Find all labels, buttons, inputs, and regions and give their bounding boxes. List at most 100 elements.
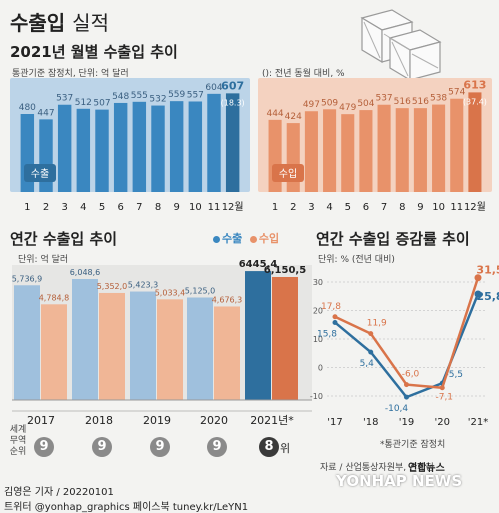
growth-xtick: '21* — [468, 417, 488, 428]
import-monthly-value: 479 — [339, 103, 356, 113]
import-monthly-bar — [304, 111, 318, 192]
export-monthly-tag-label: 수출 — [31, 168, 49, 180]
export-monthly-tick: 4 — [80, 202, 86, 213]
import-monthly-tick: 3 — [308, 202, 314, 213]
export-monthly-value: 537 — [56, 94, 73, 104]
import-monthly-tick: 9 — [417, 202, 423, 213]
rank-circle: 9 — [34, 437, 54, 457]
import-monthly-bar — [323, 109, 337, 192]
world-trade-rank-label: 세계 무역 순위 — [9, 425, 27, 457]
import-monthly-tick: 6 — [363, 202, 369, 213]
import-monthly-tick: 11 — [450, 202, 463, 213]
export-monthly-bar — [207, 93, 221, 192]
growth-point-import — [439, 385, 445, 391]
monthly-chart-title: 2021년 월별 수출입 추이 — [10, 43, 178, 61]
export-monthly-yoy: (18.3) — [221, 98, 245, 107]
annual-bar-import — [214, 306, 240, 400]
export-monthly-value: 507 — [93, 99, 110, 109]
export-monthly-bar — [57, 104, 72, 192]
export-monthly-value: 447 — [37, 108, 54, 118]
growth-value-label: 15,8 — [317, 329, 337, 339]
export-monthly-bar — [151, 105, 165, 192]
title-light: 실적 — [72, 11, 109, 35]
export-monthly-tick: 3 — [61, 202, 67, 213]
growth-value-label: 31,5 — [476, 264, 499, 277]
annual-bar-export — [245, 271, 271, 400]
annual-bar-export — [130, 291, 156, 400]
import-monthly-value: 497 — [303, 100, 320, 110]
growth-point-import — [404, 382, 409, 388]
import-monthly-tick: 10 — [432, 202, 445, 213]
export-monthly-bar — [132, 101, 147, 192]
import-monthly-tick: 12월 — [464, 201, 486, 213]
growth-ytick: 10 — [313, 335, 323, 344]
rank-suffix: 위 — [280, 442, 291, 455]
annual-value-label: 4,784,8 — [39, 293, 70, 302]
import-monthly-bar — [468, 92, 482, 192]
export-monthly-value: 557 — [187, 90, 204, 100]
export-monthly-value: 559 — [168, 90, 185, 100]
annual-year-tick: 2021년* — [250, 414, 294, 427]
annual-bar-import — [272, 276, 298, 400]
import-monthly-value: 538 — [430, 94, 447, 104]
growth-point-export — [474, 290, 482, 298]
import-monthly-value: 516 — [394, 97, 411, 107]
annual-bar-export — [72, 279, 98, 400]
byline: 김영은 기자 / 20220101 — [4, 487, 114, 498]
import-monthly-value: 444 — [266, 109, 283, 119]
import-monthly-value: 509 — [321, 98, 338, 108]
legend-export-dot — [213, 235, 220, 243]
social-links: 트위터 @yonhap_graphics 페이스북 tuney.kr/LeYN1 — [4, 502, 249, 513]
annual-value-label: 5,352,0 — [97, 282, 128, 291]
growth-value-label: -5,5 — [445, 370, 463, 380]
export-monthly-tick: 10 — [189, 202, 202, 213]
export-monthly-tick: 1 — [24, 202, 30, 213]
annual-value-label: 5,033,4 — [155, 288, 186, 297]
growth-unit-note: 단위: % (전년 대비) — [318, 255, 395, 265]
growth-ytick: 20 — [313, 307, 323, 316]
annual-value-label: 4,676,3 — [212, 295, 243, 304]
title-bold: 수출입 — [10, 11, 66, 35]
growth-value-label: -7,1 — [435, 393, 453, 403]
annual-year-tick: 2018 — [85, 414, 113, 427]
growth-xtick: '19 — [399, 417, 414, 428]
export-monthly-bar — [76, 108, 91, 192]
page-title: 수출입 실적 — [10, 7, 109, 36]
growth-value-label: -6,0 — [402, 370, 420, 380]
import-monthly-value: 504 — [357, 99, 374, 109]
import-monthly-value: 537 — [375, 94, 392, 104]
growth-point-export — [368, 349, 374, 355]
annual-legend: 수출 수입 — [213, 230, 279, 246]
export-monthly-tick: 8 — [155, 202, 161, 213]
export-monthly-tick: 12월 — [222, 201, 244, 213]
growth-point-export — [404, 394, 409, 400]
import-monthly-yoy: (37.4) — [463, 97, 487, 106]
export-monthly-tick: 9 — [173, 202, 179, 213]
annual-bar-export — [187, 297, 213, 400]
import-monthly-value: 516 — [412, 97, 429, 107]
growth-point-import — [368, 331, 374, 337]
monthly-yoy-note: (): 전년 동월 대비, % — [262, 69, 345, 79]
export-monthly-value: 604 — [205, 83, 222, 93]
growth-ytick: 0 — [318, 364, 323, 373]
import-monthly-value: 424 — [285, 112, 302, 122]
annual-bar-import — [41, 304, 67, 400]
annual-year-tick: 2017 — [27, 414, 55, 427]
import-monthly-bar — [395, 108, 409, 192]
growth-ytick: 30 — [313, 278, 323, 287]
import-monthly-value: 574 — [448, 88, 465, 98]
growth-ytick: -10 — [310, 392, 323, 401]
watermark: YONHAP NEWS — [336, 472, 463, 490]
export-monthly-value: 480 — [19, 103, 36, 113]
growth-point-import — [332, 314, 338, 320]
growth-chart-title: 연간 수출입 증감률 추이 — [316, 230, 470, 248]
export-monthly-tick: 11 — [208, 202, 221, 213]
export-monthly-value: 532 — [149, 95, 166, 105]
import-monthly-tick: 7 — [381, 202, 387, 213]
export-monthly-bar — [113, 102, 128, 192]
export-monthly-tick: 5 — [99, 202, 105, 213]
annual-bar-import — [99, 292, 125, 400]
export-monthly-tag — [24, 164, 56, 182]
